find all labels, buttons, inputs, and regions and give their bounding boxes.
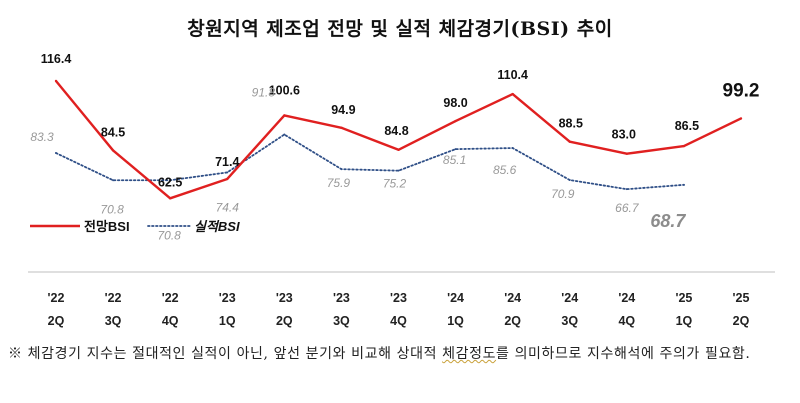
actual-data-label: 85.1 bbox=[443, 153, 466, 167]
actual-data-label: 75.2 bbox=[383, 177, 407, 191]
forecast-point bbox=[340, 126, 343, 130]
forecast-data-label: 94.9 bbox=[331, 103, 355, 117]
forecast-point bbox=[168, 197, 172, 200]
forecast-data-label: 71.4 bbox=[215, 155, 239, 169]
label-layer: 116.4 84.5 62.5 71.4 100.6 94.9 84.8 98.0 110.4 8… bbox=[30, 52, 759, 242]
legend-label-forecast: 전망BSI bbox=[84, 219, 130, 234]
x-tick-label-year: '24 bbox=[447, 291, 464, 305]
forecast-data-label: 84.5 bbox=[101, 125, 125, 139]
x-tick-label-year: '24 bbox=[561, 291, 578, 305]
footnote-underlined-term: 체감정도 bbox=[442, 346, 497, 362]
forecast-data-label: 116.4 bbox=[41, 52, 72, 66]
x-tick-label-quarter: 4Q bbox=[162, 314, 179, 328]
actual-point bbox=[340, 168, 343, 171]
x-tick-labels: '22 2Q '22 3Q '22 4Q '23 1Q '23 2Q '23 3Q '23 4Q '24 1Q… bbox=[48, 291, 750, 328]
x-tick-label-year: '22 bbox=[48, 291, 65, 305]
actual-data-label: 70.9 bbox=[551, 187, 575, 201]
actual-point bbox=[682, 183, 685, 186]
actual-point bbox=[625, 188, 628, 191]
x-tick-label-year: '23 bbox=[390, 291, 407, 305]
forecast-data-label: 62.5 bbox=[158, 175, 182, 189]
x-tick-label-year: '25 bbox=[733, 291, 750, 305]
actual-point bbox=[226, 171, 229, 174]
footnote-text-prefix: ※ 체감경기 지수는 절대적인 실적이 아닌, 앞선 분기와 비교해 상대적 bbox=[8, 346, 443, 362]
x-tick-label-quarter: 2Q bbox=[276, 314, 293, 328]
forecast-data-label: 99.2 bbox=[723, 80, 760, 101]
actual-point bbox=[55, 152, 57, 155]
x-tick-label-year: '25 bbox=[675, 291, 692, 305]
footnote-text-suffix: 를 의미하므로 지수해석에 주의가 필요함. bbox=[496, 346, 751, 362]
x-tick-label-quarter: 1Q bbox=[219, 314, 236, 328]
forecast-data-label: 86.5 bbox=[675, 119, 699, 133]
forecast-point bbox=[454, 119, 457, 123]
forecast-data-label: 98.0 bbox=[443, 96, 467, 110]
x-tick-label-quarter: 1Q bbox=[447, 314, 464, 328]
actual-data-label: 66.7 bbox=[615, 201, 640, 215]
chart-title: 창원지역 제조업 전망 및 실적 체감경기(BSI) 추이 bbox=[187, 18, 613, 40]
x-tick-label-quarter: 2Q bbox=[733, 314, 750, 328]
forecast-data-label: 83.0 bbox=[612, 128, 636, 142]
forecast-data-label: 84.8 bbox=[384, 124, 408, 138]
forecast-point bbox=[568, 140, 571, 143]
forecast-point bbox=[511, 92, 514, 96]
forecast-data-label: 110.4 bbox=[497, 68, 528, 82]
actual-data-label: 75.9 bbox=[327, 176, 351, 190]
forecast-point bbox=[397, 148, 400, 151]
actual-point bbox=[568, 179, 571, 182]
forecast-point bbox=[682, 144, 686, 148]
footnote: ※ 체감경기 지수는 절대적인 실적이 아닌, 앞선 분기와 비교해 상대적 체… bbox=[8, 341, 792, 368]
x-tick-label-year: '23 bbox=[333, 291, 350, 305]
x-tick-label-year: '24 bbox=[618, 291, 635, 305]
actual-point bbox=[112, 179, 115, 182]
x-tick-label-quarter: 4Q bbox=[618, 314, 635, 328]
x-tick-label-quarter: 3Q bbox=[561, 314, 578, 328]
actual-data-label: 70.8 bbox=[157, 228, 181, 242]
actual-point bbox=[169, 179, 172, 182]
actual-data-label: 70.8 bbox=[100, 202, 124, 216]
actual-point bbox=[511, 147, 514, 150]
actual-point bbox=[397, 169, 400, 172]
forecast-point bbox=[111, 149, 115, 152]
x-tick-label-quarter: 3Q bbox=[333, 314, 350, 328]
actual-point bbox=[283, 133, 286, 136]
actual-data-label: 68.7 bbox=[650, 211, 686, 231]
x-tick-label-year: '24 bbox=[504, 291, 521, 305]
actual-data-label: 74.4 bbox=[216, 200, 240, 214]
forecast-point bbox=[739, 117, 743, 120]
forecast-point bbox=[625, 152, 629, 155]
actual-data-label: 91.8 bbox=[252, 86, 276, 100]
forecast-data-label: 100.6 bbox=[269, 83, 300, 97]
line-chart: 전망BSI 실적BSI 116.4 84.5 62.5 71.4 100.6 94.9 84.… bbox=[28, 52, 775, 328]
forecast-data-label: 88.5 bbox=[559, 117, 583, 131]
actual-point bbox=[454, 148, 457, 151]
forecast-point bbox=[54, 79, 58, 83]
x-tick-label-quarter: 3Q bbox=[105, 314, 122, 328]
actual-data-label: 85.6 bbox=[493, 163, 517, 177]
x-tick-label-year: '23 bbox=[276, 291, 293, 305]
series-line-actual bbox=[55, 133, 685, 191]
x-tick-label-year: '22 bbox=[105, 291, 122, 305]
x-tick-label-year: '22 bbox=[162, 291, 179, 305]
forecast-point bbox=[226, 177, 229, 181]
x-tick-label-quarter: 2Q bbox=[48, 314, 65, 328]
actual-data-label: 83.3 bbox=[30, 130, 54, 144]
x-tick-label-quarter: 4Q bbox=[390, 314, 407, 328]
forecast-point bbox=[283, 114, 286, 117]
series-layer bbox=[54, 79, 743, 200]
legend-label-actual: 실적BSI bbox=[194, 219, 240, 234]
legend: 전망BSI 실적BSI bbox=[30, 219, 240, 234]
x-tick-label-year: '23 bbox=[219, 291, 236, 305]
x-tick-label-quarter: 1Q bbox=[676, 314, 693, 328]
x-tick-label-quarter: 2Q bbox=[504, 314, 521, 328]
